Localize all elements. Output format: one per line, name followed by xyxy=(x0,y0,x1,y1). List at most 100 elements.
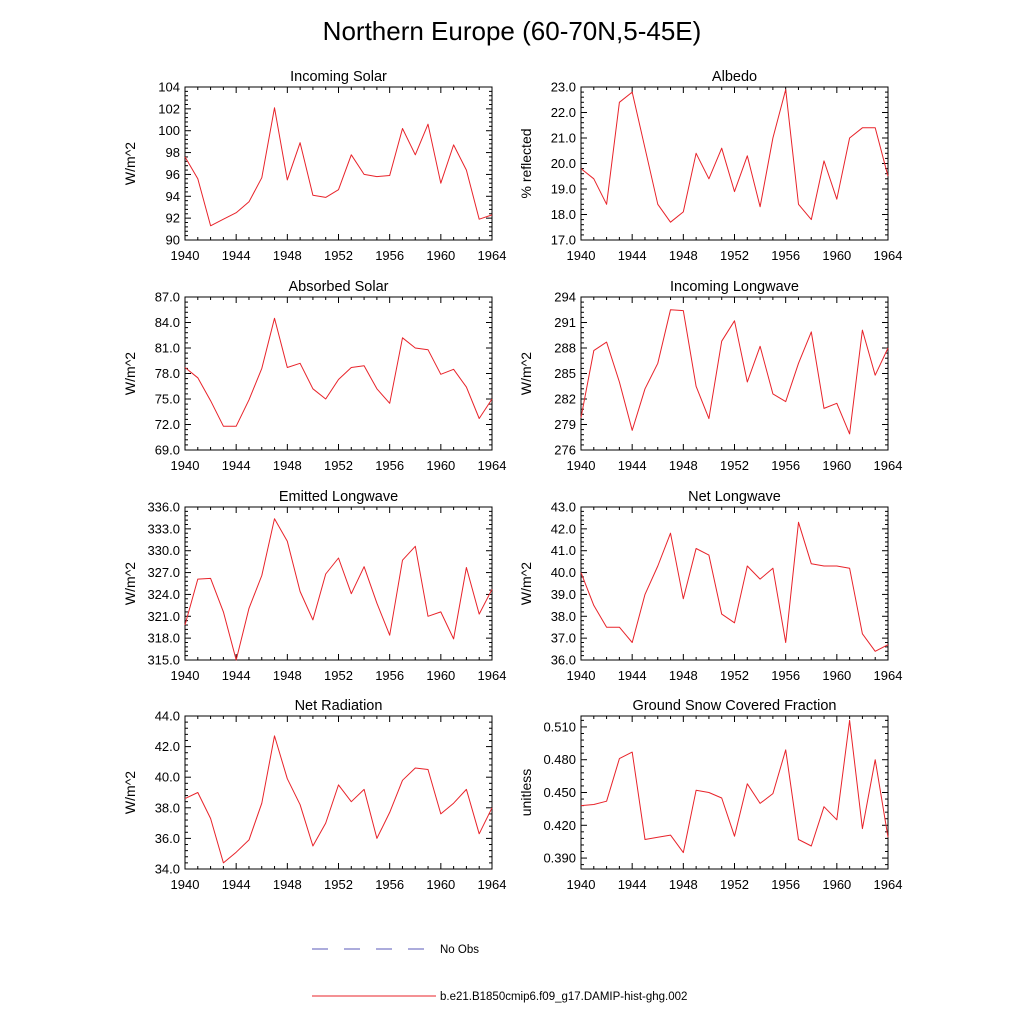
y-tick-label: 23.0 xyxy=(551,80,576,95)
y-tick-label: 38.0 xyxy=(551,609,576,624)
y-tick-label: 72.0 xyxy=(155,417,180,432)
series-line xyxy=(184,317,493,427)
plot-frame xyxy=(580,86,889,241)
x-tick-label: 1952 xyxy=(720,668,749,683)
x-tick-label: 1944 xyxy=(618,877,647,892)
panel-title: Emitted Longwave xyxy=(279,489,398,505)
y-tick-label: 0.510 xyxy=(543,719,576,734)
x-tick-label: 1964 xyxy=(874,458,903,473)
y-tick-label: 92 xyxy=(166,211,180,226)
panel-title: Net Longwave xyxy=(688,489,781,505)
panel-incoming-longwave: Incoming Longwave W/m^2 1940 1944 1948 1952 19… xyxy=(518,279,902,473)
y-tick-label: 36.0 xyxy=(155,831,180,846)
y-tick-label: 78.0 xyxy=(155,366,180,381)
series-line xyxy=(580,309,889,435)
legend-label-no-obs: No Obs xyxy=(440,944,479,956)
panel-albedo: Albedo % reflected 1940 1944 1948 1952 1956 196… xyxy=(518,69,902,263)
plot-frame xyxy=(184,86,493,241)
series-line xyxy=(184,735,493,864)
x-tick-label: 1952 xyxy=(720,458,749,473)
x-tick-label: 1940 xyxy=(567,877,596,892)
series-line xyxy=(580,89,889,223)
y-tick-label: 318.0 xyxy=(147,631,180,646)
x-tick-label: 1944 xyxy=(222,248,251,263)
y-tick-label: 19.0 xyxy=(551,182,576,197)
panel-title: Incoming Longwave xyxy=(670,279,799,295)
x-tick-label: 1960 xyxy=(822,668,851,683)
x-tick-label: 1952 xyxy=(324,458,353,473)
x-tick-label: 1956 xyxy=(771,458,800,473)
plot-frame xyxy=(580,296,889,451)
x-tick-label: 1948 xyxy=(669,248,698,263)
x-tick-label: 1952 xyxy=(324,248,353,263)
y-axis-label: W/m^2 xyxy=(122,771,138,814)
legend-entry-no-obs: No Obs xyxy=(312,944,479,956)
x-tick-label: 1964 xyxy=(874,248,903,263)
x-tick-label: 1956 xyxy=(375,458,404,473)
legend-label-model: b.e21.B1850cmip6.f09_g17.DAMIP-hist-ghg.… xyxy=(440,991,687,1003)
panel-ground-snow-covered-fraction: Ground Snow Covered Fraction unitless 1940… xyxy=(518,698,902,892)
y-tick-label: 42.0 xyxy=(155,739,180,754)
y-tick-label: 75.0 xyxy=(155,392,180,407)
x-tick-label: 1948 xyxy=(669,668,698,683)
x-tick-label: 1948 xyxy=(669,877,698,892)
x-tick-label: 1960 xyxy=(822,877,851,892)
y-tick-label: 315.0 xyxy=(147,653,180,668)
y-tick-label: 0.420 xyxy=(543,818,576,833)
panel-incoming-solar: Incoming Solar W/m^2 1940 1944 1948 1952 1956 1… xyxy=(122,69,506,263)
x-tick-label: 1944 xyxy=(618,668,647,683)
y-tick-label: 44.0 xyxy=(155,709,180,724)
plot-frame xyxy=(184,506,493,661)
y-tick-label: 291 xyxy=(554,315,576,330)
y-tick-label: 38.0 xyxy=(155,800,180,815)
y-tick-label: 282 xyxy=(554,392,576,407)
x-tick-label: 1960 xyxy=(426,248,455,263)
y-tick-label: 90 xyxy=(166,233,180,248)
y-tick-label: 40.0 xyxy=(155,770,180,785)
panel-absorbed-solar: Absorbed Solar W/m^2 1940 1944 1948 1952 1956 1… xyxy=(122,279,506,473)
y-axis-label: W/m^2 xyxy=(518,562,534,605)
series-line xyxy=(184,518,493,661)
y-tick-label: 279 xyxy=(554,417,576,432)
plot-frame xyxy=(580,715,889,870)
y-tick-label: 336.0 xyxy=(147,500,180,515)
panel-emitted-longwave: Emitted Longwave W/m^2 1940 1944 1948 1952 195… xyxy=(122,489,506,683)
y-tick-label: 96 xyxy=(166,167,180,182)
x-tick-label: 1956 xyxy=(771,877,800,892)
y-axis-label: W/m^2 xyxy=(122,352,138,395)
legend: No Obs b.e21.B1850cmip6.f09_g17.DAMIP-hi… xyxy=(312,944,687,1003)
x-tick-label: 1960 xyxy=(426,458,455,473)
x-tick-label: 1952 xyxy=(324,668,353,683)
x-tick-label: 1940 xyxy=(567,248,596,263)
x-tick-label: 1956 xyxy=(375,248,404,263)
series-line xyxy=(580,719,889,854)
x-tick-label: 1956 xyxy=(771,248,800,263)
x-tick-label: 1956 xyxy=(375,877,404,892)
x-tick-label: 1964 xyxy=(478,668,507,683)
y-tick-label: 288 xyxy=(554,341,576,356)
x-tick-label: 1960 xyxy=(822,248,851,263)
y-axis-label: W/m^2 xyxy=(122,142,138,185)
panel-title: Ground Snow Covered Fraction xyxy=(633,698,837,714)
series-line xyxy=(184,107,493,227)
y-tick-label: 294 xyxy=(554,290,576,305)
x-tick-label: 1956 xyxy=(375,668,404,683)
plot-frame xyxy=(184,715,493,870)
y-tick-label: 41.0 xyxy=(551,543,576,558)
y-tick-label: 102 xyxy=(158,101,180,116)
panel-title: Incoming Solar xyxy=(290,69,387,85)
y-tick-label: 327.0 xyxy=(147,565,180,580)
x-tick-label: 1960 xyxy=(426,668,455,683)
y-tick-label: 330.0 xyxy=(147,543,180,558)
y-tick-label: 39.0 xyxy=(551,587,576,602)
x-tick-label: 1964 xyxy=(874,877,903,892)
panel-title: Albedo xyxy=(712,69,757,85)
y-tick-label: 104 xyxy=(158,80,180,95)
x-tick-label: 1940 xyxy=(171,877,200,892)
x-tick-label: 1940 xyxy=(171,248,200,263)
x-tick-label: 1948 xyxy=(273,668,302,683)
x-tick-label: 1948 xyxy=(669,458,698,473)
y-tick-label: 0.390 xyxy=(543,851,576,866)
panel-net-radiation: Net Radiation W/m^2 1940 1944 1948 1952 1956 19… xyxy=(122,698,506,892)
